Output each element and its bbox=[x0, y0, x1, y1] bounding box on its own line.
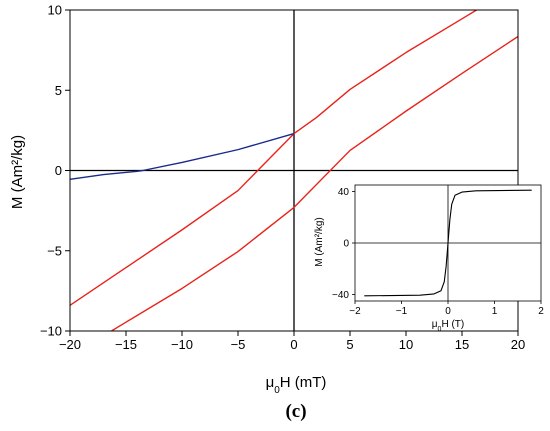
inset-x-tick-label: −1 bbox=[396, 306, 408, 317]
main-x-tick-label: 10 bbox=[399, 337, 413, 352]
inset-y-tick-label: −40 bbox=[332, 290, 349, 301]
main-x-tick-label: 15 bbox=[455, 337, 469, 352]
main-x-tick-label: −20 bbox=[59, 337, 81, 352]
main-y-tick-label: −10 bbox=[40, 324, 62, 339]
inset-plot: −2 −1 0 1 2 −40 0 40 bbox=[332, 184, 544, 317]
main-y-tick-label: 10 bbox=[48, 3, 62, 18]
main-y-tick-label: −5 bbox=[47, 243, 62, 258]
main-x-tick-label: 5 bbox=[346, 337, 353, 352]
main-x-axis-label: μ0H (mT) bbox=[266, 374, 327, 396]
main-y-tick-label: 5 bbox=[55, 83, 62, 98]
inset-x-tick-label: 2 bbox=[538, 306, 544, 317]
main-series-2-line bbox=[70, 132, 295, 181]
main-x-tick-label: −5 bbox=[231, 337, 246, 352]
main-y-axis-label: M (Am²/kg) bbox=[9, 135, 26, 209]
main-x-axis-label-sub: 0 bbox=[274, 385, 280, 396]
inset-series-0-line bbox=[364, 189, 532, 297]
inset-x-axis-label-post: H (T) bbox=[441, 319, 464, 330]
inset-x-axis-label: μ0H (T) bbox=[432, 319, 464, 333]
main-x-tick-label: 20 bbox=[511, 337, 525, 352]
inset-x-tick-label: 0 bbox=[445, 306, 451, 317]
main-x-axis-label-pre: μ bbox=[266, 374, 275, 391]
inset-x-axis-label-pre: μ bbox=[432, 319, 438, 330]
main-x-tick-label: −15 bbox=[115, 337, 137, 352]
inset-y-tick-label: 0 bbox=[343, 239, 349, 250]
main-x-axis-label-post: H (mT) bbox=[280, 374, 327, 391]
main-y-tick-label: 0 bbox=[55, 163, 62, 178]
panel-label: (c) bbox=[285, 401, 306, 422]
inset-x-axis-label-sub: 0 bbox=[438, 326, 442, 333]
inset-x-tick-label: −2 bbox=[349, 306, 361, 317]
inset-x-tick-label: 1 bbox=[492, 306, 498, 317]
main-series-0-line bbox=[70, 10, 477, 306]
inset-y-axis-label: M (Am²/kg) bbox=[314, 217, 325, 266]
inset-y-tick-label: 40 bbox=[338, 187, 350, 198]
main-x-tick-label: 0 bbox=[290, 337, 297, 352]
main-series-1-line bbox=[111, 35, 518, 331]
main-x-tick-label: −10 bbox=[171, 337, 193, 352]
